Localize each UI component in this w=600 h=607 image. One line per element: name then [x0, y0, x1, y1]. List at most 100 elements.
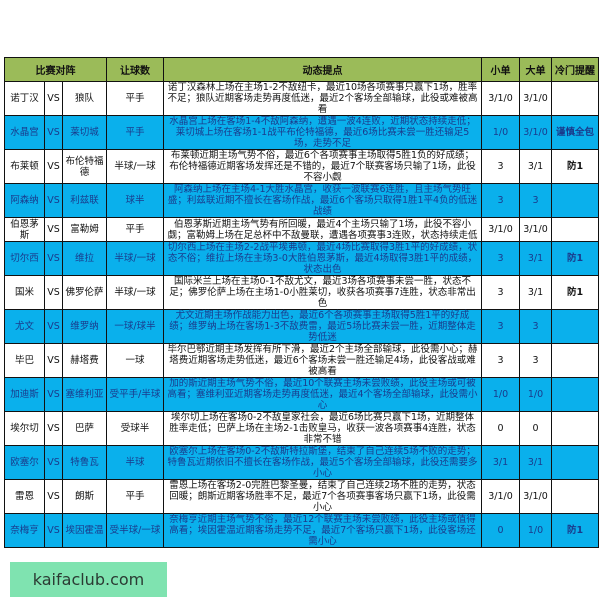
handicap: 一球/球半	[106, 309, 164, 345]
upset-tip	[551, 411, 599, 447]
vs-label: VS	[44, 149, 63, 184]
handicap: 受平手/半球	[106, 377, 164, 413]
handicap: 半球	[106, 445, 164, 481]
table-row: 布莱顿 VS 布伦特福德 半球/一球 布莱顿近期主场气势不俗，最近6个各项赛事主场取得5…	[4, 149, 599, 184]
handicap: 受半球/一球	[106, 513, 164, 549]
table-row: 伯恩茅斯 VS 富勒姆 平手 伯恩茅斯近期主场气势有所回暖，最近4个主场只输了1场，此役…	[4, 216, 599, 243]
home-team: 伯恩茅斯	[4, 216, 45, 243]
analysis: 阿森纳上场在主场4-1大胜水晶宫，收获一波联赛6连胜，且主场气势旺盛；利兹联近期…	[163, 183, 482, 218]
handicap: 半球/一球	[106, 275, 164, 311]
analysis: 埃尔切上场在客场0-2不敌皇家社会，最近6场比赛只赢下1场，近期整体胜率走低；巴…	[163, 411, 482, 447]
handicap: 受球半	[106, 411, 164, 447]
away-team: 富勒姆	[62, 216, 107, 243]
small-pick: 3	[481, 309, 520, 345]
handicap: 半球/一球	[106, 241, 164, 277]
home-team: 阿森纳	[4, 183, 45, 218]
away-team: 维罗纳	[62, 309, 107, 345]
away-team: 布伦特福德	[62, 149, 107, 184]
table-row: 国米 VS 佛罗伦萨 半球/一球 国际米兰上场在主场0-1不敌尤文，最近3场各项赛事未尝…	[4, 275, 599, 311]
vs-label: VS	[44, 309, 63, 345]
home-team: 雷恩	[4, 479, 45, 515]
header-upset: 冷门提醒	[551, 57, 599, 82]
upset-tip	[551, 309, 599, 345]
vs-label: VS	[44, 216, 63, 243]
vs-label: VS	[44, 377, 63, 413]
home-team: 毕巴	[4, 343, 45, 379]
small-pick: 1/0	[481, 115, 520, 150]
away-team: 特鲁瓦	[62, 445, 107, 481]
away-team: 狼队	[62, 81, 107, 116]
big-pick: 3	[519, 343, 552, 379]
small-pick: 3/1/0	[481, 216, 520, 243]
header-handicap: 让球数	[106, 57, 164, 82]
small-pick: 0	[481, 411, 520, 447]
home-team: 欧塞尔	[4, 445, 45, 481]
table-row: 切尔西 VS 维拉 半球/一球 切尔西上场在主场2-2战平埃弗顿，最近4场比赛取得3胜1…	[4, 241, 599, 277]
analysis: 切尔西上场在主场2-2战平埃弗顿，最近4场比赛取得3胜1平的好成绩，状态不俗；维…	[163, 241, 482, 277]
table-header: 比赛对阵 让球数 动态提点 小单 大单 冷门提醒	[4, 57, 599, 82]
big-pick: 1/0	[519, 377, 552, 413]
table-row: 尤文 VS 维罗纳 一球/球半 尤文近期主场作战能力出色，最近6个各项赛事主场取得5胜1…	[4, 309, 599, 345]
away-team: 埃因霍温	[62, 513, 107, 549]
header-match: 比赛对阵	[4, 57, 107, 82]
analysis: 欧塞尔上场在客场0-2不敌斯特拉斯堡，结束了自己连续5场不败的走势；特鲁瓦近期依…	[163, 445, 482, 481]
small-pick: 3	[481, 183, 520, 218]
upset-tip	[551, 81, 599, 116]
table-row: 埃尔切 VS 巴萨 受球半 埃尔切上场在客场0-2不敌皇家社会，最近6场比赛只赢下1场，…	[4, 411, 599, 447]
big-pick: 3/1/0	[519, 115, 552, 150]
away-team: 维拉	[62, 241, 107, 277]
big-pick: 3/1	[519, 241, 552, 277]
vs-label: VS	[44, 241, 63, 277]
analysis: 国际米兰上场在主场0-1不敌尤文，最近3场各项赛事未尝一胜，状态不足；佛罗伦萨上…	[163, 275, 482, 311]
big-pick: 1/0	[519, 513, 552, 549]
vs-label: VS	[44, 479, 63, 515]
vs-label: VS	[44, 445, 63, 481]
small-pick: 3/1/0	[481, 479, 520, 515]
away-team: 巴萨	[62, 411, 107, 447]
big-pick: 3	[519, 309, 552, 345]
small-pick: 3/1/0	[481, 81, 520, 116]
away-team: 佛罗伦萨	[62, 275, 107, 311]
big-pick: 3/1	[519, 445, 552, 481]
big-pick: 0	[519, 411, 552, 447]
upset-tip: 防1	[551, 241, 599, 277]
away-team: 利兹联	[62, 183, 107, 218]
upset-tip	[551, 216, 599, 243]
analysis: 伯恩茅斯近期主场气势有所回暖，最近4个主场只输了1场，此役不容小觑；富勒姆上场在…	[163, 216, 482, 243]
big-pick: 3	[519, 183, 552, 218]
vs-label: VS	[44, 411, 63, 447]
prediction-table: 比赛对阵 让球数 动态提点 小单 大单 冷门提醒 诺丁汉 VS 狼队 平手 诺丁汉森林上…	[4, 57, 599, 549]
home-team: 尤文	[4, 309, 45, 345]
small-pick: 3	[481, 275, 520, 311]
home-team: 国米	[4, 275, 45, 311]
away-team: 塞维利亚	[62, 377, 107, 413]
big-pick: 3/1	[519, 275, 552, 311]
home-team: 埃尔切	[4, 411, 45, 447]
table-row: 水晶宫 VS 莱切城 平手 水晶宫上场在客场1-4不敌阿森纳，遭遇一波4连败，近期状态持…	[4, 115, 599, 150]
upset-tip	[551, 183, 599, 218]
header-big: 大单	[519, 57, 552, 82]
big-pick: 3/1/0	[519, 479, 552, 515]
handicap: 平手	[106, 216, 164, 243]
upset-tip	[551, 479, 599, 515]
table-row: 奈梅亨 VS 埃因霍温 受半球/一球 奈梅亨近期主场气势不俗，最近12个联赛主场未尝败绩…	[4, 513, 599, 549]
home-team: 奈梅亨	[4, 513, 45, 549]
handicap: 球半	[106, 183, 164, 218]
away-team: 莱切城	[62, 115, 107, 150]
upset-tip: 防1	[551, 149, 599, 184]
vs-label: VS	[44, 81, 63, 116]
big-pick: 3/1	[519, 149, 552, 184]
vs-label: VS	[44, 115, 63, 150]
analysis: 奈梅亨近期主场气势不俗，最近12个联赛主场未尝败绩，此役主场或值得高看；埃因霍温…	[163, 513, 482, 549]
analysis: 加的斯近期主场气势不俗，最近10个联赛主场未尝败绩，此役主场或可被高看；塞维利亚…	[163, 377, 482, 413]
analysis: 水晶宫上场在客场1-4不敌阿森纳，遭遇一波4连败，近期状态持续走低；莱切城上场在…	[163, 115, 482, 150]
upset-tip	[551, 377, 599, 413]
analysis: 雷恩上场在客场2-0完胜巴黎圣曼，结束了自己连续2场不胜的走势，状态回暖；朗斯近…	[163, 479, 482, 515]
home-team: 切尔西	[4, 241, 45, 277]
vs-label: VS	[44, 275, 63, 311]
analysis: 尤文近期主场作战能力出色，最近6个各项赛事主场取得5胜1平的好成绩；维罗纳上场在…	[163, 309, 482, 345]
handicap: 半球/一球	[106, 149, 164, 184]
big-pick: 3/1/0	[519, 216, 552, 243]
table-row: 毕巴 VS 赫塔费 一球 毕尔巴鄂近期主场发挥有所下滑，最近2个主场全部输球，此役需小心…	[4, 343, 599, 379]
